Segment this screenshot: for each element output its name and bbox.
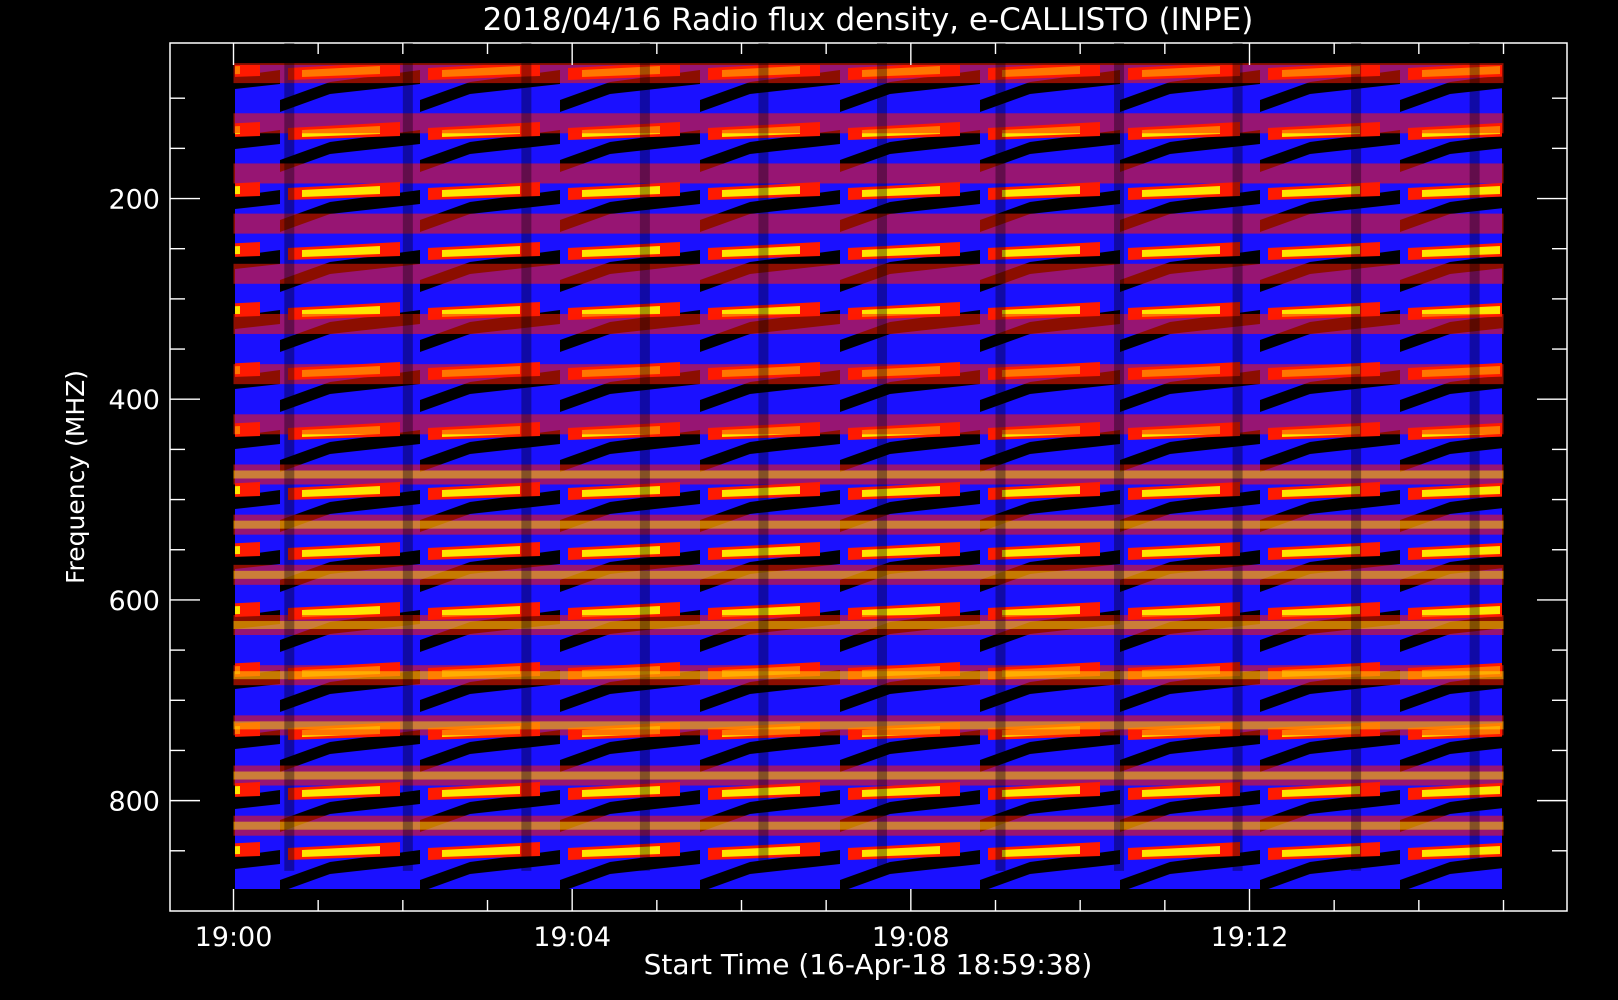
intensity-band-core: [233, 671, 1504, 680]
chart-title: 2018/04/16 Radio flux density, e-CALLIST…: [483, 2, 1254, 38]
intensity-band: [233, 263, 1504, 284]
intensity-band: [233, 63, 1504, 84]
time-stripe: [402, 43, 413, 871]
axis-ticks: [170, 43, 1567, 911]
x-tick-label: 19:12: [1211, 922, 1289, 953]
y-tick-label: 200: [108, 185, 160, 216]
time-stripe: [995, 43, 1006, 871]
plot-frame: [169, 42, 1568, 912]
intensity-band: [233, 213, 1504, 234]
time-stripe: [1232, 43, 1243, 871]
time-stripe: [521, 43, 532, 871]
intensity-band: [233, 364, 1504, 385]
intensity-band: [233, 113, 1504, 134]
band-layer: [233, 63, 1504, 836]
time-stripe: [1469, 43, 1480, 871]
y-tick-label: 400: [108, 385, 160, 416]
time-stripe: [1114, 43, 1125, 871]
intensity-band-core: [233, 821, 1504, 830]
intensity-band-core: [233, 520, 1504, 529]
x-tick-label: 19:08: [872, 922, 950, 953]
y-tick-label: 800: [108, 787, 160, 818]
intensity-band: [233, 414, 1504, 435]
time-stripe: [758, 43, 769, 871]
x-tick-labels: 19:00 19:04 19:08 19:12: [195, 922, 1289, 953]
x-tick-label: 19:00: [195, 922, 273, 953]
intensity-band-core: [233, 721, 1504, 730]
time-stripe: [284, 43, 295, 871]
intensity-band: [233, 313, 1504, 334]
x-axis-label: Start Time (16-Apr-18 18:59:38): [644, 948, 1093, 981]
intensity-band-core: [233, 771, 1504, 780]
spectrogram-area: [233, 43, 1504, 889]
x-tick-label: 19:04: [533, 922, 611, 953]
intensity-band-core: [233, 621, 1504, 630]
intensity-band-core: [233, 570, 1504, 579]
stripe-layer: [284, 43, 1480, 871]
y-tick-label: 600: [108, 586, 160, 617]
intensity-band-core: [233, 470, 1504, 479]
time-stripe: [1351, 43, 1362, 871]
time-stripe: [876, 43, 887, 871]
y-axis-label: Frequency (MHZ): [61, 370, 90, 584]
intensity-band: [233, 163, 1504, 184]
y-tick-labels: 200 400 600 800: [108, 185, 160, 818]
time-stripe: [639, 43, 650, 871]
